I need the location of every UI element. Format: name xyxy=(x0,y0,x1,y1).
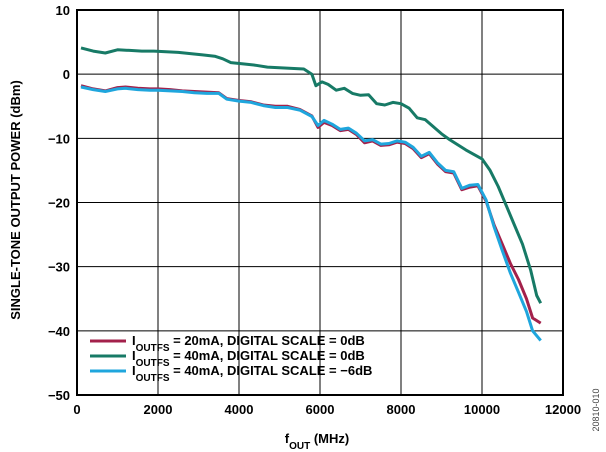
x-tick-label: 0 xyxy=(73,402,80,417)
legend-label-2: IOUTFS = 40mA, DIGITAL SCALE = 0dB xyxy=(132,348,365,369)
legend-label-rest: = 20mA, DIGITAL SCALE = 0dB xyxy=(170,333,365,348)
legend-label-rest: = 40mA, DIGITAL SCALE = −6dB xyxy=(170,363,373,378)
legend-label-sub: OUTFS xyxy=(136,343,170,354)
y-tick-label: 0 xyxy=(63,67,70,82)
x-axis-label-sub: OUT xyxy=(289,441,310,452)
legend-label-3: IOUTFS = 40mA, DIGITAL SCALE = −6dB xyxy=(132,363,372,384)
x-tick-label: 6000 xyxy=(306,402,335,417)
y-tick-label: −50 xyxy=(48,388,70,403)
legend: IOUTFS = 20mA, DIGITAL SCALE = 0dBIOUTFS… xyxy=(90,333,372,384)
series-lines xyxy=(80,46,543,342)
legend-label-main: I xyxy=(132,348,136,363)
series-line-2 xyxy=(80,46,543,304)
x-axis-label: fOUT (MHz) xyxy=(285,431,349,452)
legend-label-1: IOUTFS = 20mA, DIGITAL SCALE = 0dB xyxy=(132,333,365,354)
x-tick-label: 8000 xyxy=(387,402,416,417)
legend-label-sub: OUTFS xyxy=(136,358,170,369)
figure-id: 20810-010 xyxy=(591,388,601,431)
y-tick-labels: −50 −40 −30 −20 −10 0 10 xyxy=(48,3,70,403)
x-axis-label-unit: (MHz) xyxy=(310,431,349,446)
legend-label-main: I xyxy=(132,333,136,348)
plot-frame xyxy=(76,9,564,396)
legend-label-main: I xyxy=(132,363,136,378)
y-tick-label: −20 xyxy=(48,196,70,211)
y-tick-label: −30 xyxy=(48,260,70,275)
y-tick-label: 10 xyxy=(56,3,70,18)
x-tick-label: 10000 xyxy=(464,402,500,417)
legend-label-rest: = 40mA, DIGITAL SCALE = 0dB xyxy=(170,348,365,363)
series-line-1 xyxy=(80,84,542,325)
y-tick-label: −40 xyxy=(48,324,70,339)
x-tick-label: 12000 xyxy=(545,402,581,417)
x-tick-label: 4000 xyxy=(225,402,254,417)
y-axis-label: SINGLE-TONE OUTPUT POWER (dBm) xyxy=(8,80,23,320)
legend-label-sub: OUTFS xyxy=(136,373,170,384)
x-axis-label-main: f xyxy=(285,431,290,446)
y-tick-label: −10 xyxy=(48,131,70,146)
x-tick-labels: 0 2000 4000 6000 8000 10000 12000 xyxy=(73,402,581,417)
series-line-3 xyxy=(80,85,542,342)
x-tick-label: 2000 xyxy=(144,402,173,417)
